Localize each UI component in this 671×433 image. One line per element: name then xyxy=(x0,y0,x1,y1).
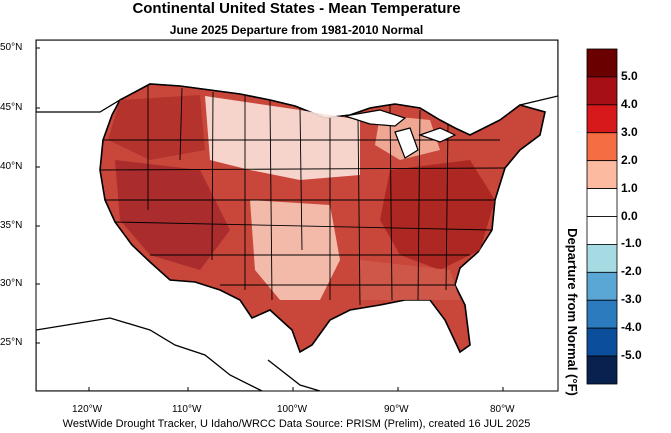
legend-swatch xyxy=(586,76,618,106)
legend-label: 0.0 xyxy=(621,208,638,223)
legend-label: 1.0 xyxy=(621,180,638,195)
legend-label: -2.0 xyxy=(621,264,642,279)
legend-label: 3.0 xyxy=(621,124,638,139)
map-title: Continental United States - Mean Tempera… xyxy=(132,0,461,17)
lat-label-25: 25°N xyxy=(0,337,23,348)
warm-west-core xyxy=(115,160,230,270)
legend-swatch xyxy=(586,299,618,329)
state-borders xyxy=(99,86,506,306)
legend-swatch xyxy=(586,271,618,301)
data-source-footer: WestWide Drought Tracker, U Idaho/WRCC D… xyxy=(62,418,531,430)
mexico-gulf-coast xyxy=(267,359,321,391)
map-frame xyxy=(35,39,559,392)
lat-label-50: 50°N xyxy=(0,42,23,53)
legend-swatch xyxy=(586,244,618,273)
legend-swatch xyxy=(586,188,618,217)
great-lakes xyxy=(344,109,457,159)
warm-east-core xyxy=(380,160,495,270)
legend-swatch xyxy=(586,216,618,245)
lon-label-90: 90°W xyxy=(384,404,409,415)
axis-ticks xyxy=(36,47,504,391)
lat-label-35: 35°N xyxy=(0,220,23,231)
legend-label: -4.0 xyxy=(621,320,642,335)
legend-swatch xyxy=(586,355,618,385)
lon-label-100: 100°W xyxy=(277,404,308,415)
lat-label-40: 40°N xyxy=(0,161,23,172)
legend-label: 2.0 xyxy=(621,152,638,167)
legend-label: -3.0 xyxy=(621,292,642,307)
lat-label-30: 30°N xyxy=(0,278,23,289)
lon-label-80: 80°W xyxy=(490,404,515,415)
legend-label: -5.0 xyxy=(621,348,642,363)
mexico-region xyxy=(36,317,263,391)
legend-label: -1.0 xyxy=(621,236,642,251)
legend-swatch xyxy=(586,327,618,357)
near-normal-north-plains xyxy=(205,96,360,180)
legend-swatch xyxy=(586,104,618,134)
map-subtitle: June 2025 Departure from 1981-2010 Norma… xyxy=(169,23,424,37)
lon-label-110: 110°W xyxy=(172,404,202,415)
lat-label-45: 45°N xyxy=(0,102,23,113)
legend-title: Departure from Normal (°F) xyxy=(565,228,580,396)
legend-label: 4.0 xyxy=(621,96,638,111)
warm-southeast xyxy=(360,260,460,300)
legend-colorbar xyxy=(586,48,618,385)
legend-swatch xyxy=(586,160,618,189)
legend-swatch xyxy=(586,48,618,78)
legend-label: 5.0 xyxy=(621,68,638,83)
legend-swatch xyxy=(586,132,618,162)
lon-label-120: 120°W xyxy=(72,404,103,415)
